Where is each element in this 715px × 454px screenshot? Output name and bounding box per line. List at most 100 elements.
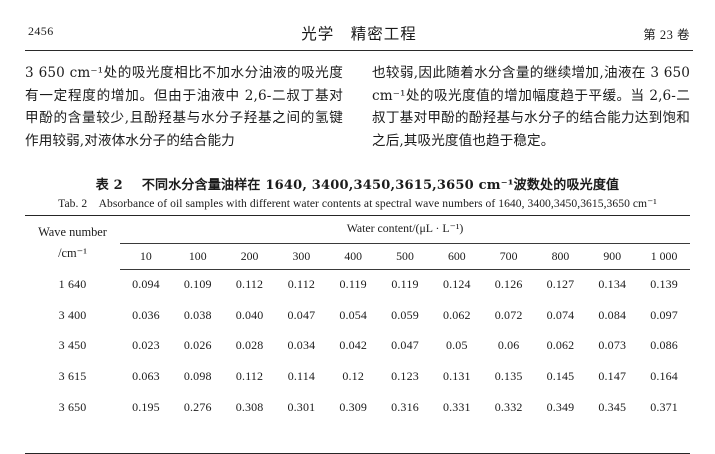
cell-value: 0.040 — [235, 307, 264, 322]
cell-value: 0.309 — [339, 400, 368, 415]
cell-value: 0.276 — [183, 400, 212, 415]
cell-value: 0.119 — [339, 277, 367, 292]
cell-value: 0.05 — [446, 338, 468, 353]
column-header-500: 500 — [379, 243, 431, 270]
column-header-800: 800 — [534, 243, 587, 270]
cell-value: 0.316 — [391, 400, 419, 415]
page-number: 2456 — [28, 24, 54, 38]
cell-value: 0.026 — [183, 338, 212, 353]
table-caption-en-text: Absorbance of oil samples with different… — [98, 197, 657, 210]
column-header-700: 700 — [482, 243, 535, 270]
cell-value: 0.127 — [546, 277, 575, 292]
cell-value: 0.073 — [598, 338, 627, 353]
cell-value: 0.12 — [342, 369, 364, 384]
column-header-900: 900 — [586, 243, 639, 270]
table-header-values-row: 10 100 200 300 400 500 600 700 800 900 1… — [25, 243, 690, 270]
table-body: 1 640 0.094 0.109 0.112 0.112 0.119 0.11… — [25, 269, 690, 454]
cell-value: 0.126 — [494, 277, 523, 292]
paragraph-right: 也较弱,因此随着水分含量的继续增加,油液在 3 650 cm⁻¹处的吸光度值的增… — [372, 65, 690, 149]
column-header-300: 300 — [275, 243, 328, 270]
cell-wave-number: 3 400 — [58, 307, 87, 322]
cell-value: 0.145 — [546, 369, 575, 384]
table-row: 1 640 0.094 0.109 0.112 0.112 0.119 0.11… — [25, 269, 690, 300]
cell-value: 0.034 — [287, 338, 316, 353]
cell-value: 0.038 — [183, 307, 212, 322]
column-header-wave-number: Wave number /cm⁻¹ — [25, 216, 120, 269]
cell-value: 0.086 — [650, 338, 678, 353]
column-header-1000: 1 000 — [638, 243, 690, 270]
cell-value: 0.134 — [598, 277, 627, 292]
journal-title: 光学 精密工程 — [301, 25, 417, 43]
cell-value: 0.062 — [546, 338, 575, 353]
table-caption-cn-label: 表 2 — [95, 178, 123, 193]
running-head: 2456 光学 精密工程 第 23 卷 — [28, 22, 690, 44]
table-caption-cn-text: 不同水分含量油样在 1640, 3400,3450,3615,3650 cm⁻¹… — [141, 178, 620, 193]
cell-value: 0.054 — [339, 307, 368, 322]
cell-value: 0.139 — [650, 277, 678, 292]
cell-value: 0.059 — [391, 307, 419, 322]
table-row: 3 400 0.036 0.038 0.040 0.047 0.054 0.05… — [25, 300, 690, 331]
cell-value: 0.112 — [235, 369, 264, 384]
volume-label: 第 23 卷 — [643, 28, 690, 42]
cell-value: 0.072 — [494, 307, 523, 322]
cell-value: 0.112 — [287, 277, 316, 292]
column-header-100: 100 — [171, 243, 224, 270]
table-row: 3 650 0.195 0.276 0.308 0.301 0.309 0.31… — [25, 392, 690, 423]
cell-value: 0.023 — [132, 338, 160, 353]
cell-value: 0.063 — [132, 369, 160, 384]
cell-value: 0.06 — [497, 338, 520, 353]
column-header-600: 600 — [430, 243, 483, 270]
cell-value: 0.047 — [287, 307, 316, 322]
cell-wave-number: 3 450 — [58, 338, 87, 353]
table-row: 3 450 0.023 0.026 0.028 0.034 0.042 0.04… — [25, 331, 690, 362]
table-caption-en-label: Tab. 2 — [58, 197, 88, 210]
cell-value: 0.047 — [391, 338, 419, 353]
table-caption-cn: 表 2 不同水分含量油样在 1640, 3400,3450,3615,3650 … — [25, 174, 690, 193]
cell-value: 0.301 — [287, 400, 316, 415]
absorbance-table: Wave number /cm⁻¹ Water content/(μL · L⁻… — [25, 215, 690, 454]
cell-wave-number: 1 640 — [58, 276, 87, 291]
cell-value: 0.094 — [132, 277, 160, 292]
column-header-400: 400 — [327, 243, 380, 270]
table-block: 表 2 不同水分含量油样在 1640, 3400,3450,3615,3650 … — [25, 174, 690, 454]
wave-number-label-line2: /cm⁻¹ — [58, 245, 87, 260]
cell-value: 0.349 — [546, 400, 575, 415]
cell-value: 0.036 — [132, 307, 160, 322]
wave-number-label-line1: Wave number — [38, 224, 107, 239]
cell-value: 0.195 — [132, 400, 160, 415]
column-header-10: 10 — [120, 243, 172, 270]
table-caption-en: Tab. 2 Absorbance of oil samples with di… — [25, 196, 690, 210]
table-top-rule — [25, 215, 690, 216]
cell-value: 0.124 — [442, 277, 471, 292]
cell-value: 0.135 — [494, 369, 523, 384]
cell-value: 0.084 — [598, 307, 627, 322]
cell-value: 0.345 — [598, 400, 627, 415]
cell-wave-number: 3 615 — [58, 369, 87, 384]
cell-value: 0.371 — [650, 400, 678, 415]
column-header-water-content: Water content/(μL · L⁻¹) — [120, 216, 690, 244]
cell-value: 0.109 — [183, 277, 212, 292]
table-bottom-rule — [25, 422, 690, 454]
cell-value: 0.098 — [183, 369, 212, 384]
cell-value: 0.114 — [287, 369, 316, 384]
cell-value: 0.062 — [442, 307, 471, 322]
cell-value: 0.112 — [235, 277, 264, 292]
paragraph-left: 3 650 cm⁻¹处的吸光度相比不加水分油液的吸光度有一定程度的增加。但由于油… — [25, 65, 343, 149]
column-header-200: 200 — [223, 243, 276, 270]
body-column-left: 3 650 cm⁻¹处的吸光度相比不加水分油液的吸光度有一定程度的增加。但由于油… — [25, 62, 343, 152]
table-header-spanner-row: Wave number /cm⁻¹ Water content/(μL · L⁻… — [25, 216, 690, 260]
cell-value: 0.164 — [650, 369, 678, 384]
cell-value: 0.331 — [442, 400, 471, 415]
cell-value: 0.308 — [235, 400, 264, 415]
cell-value: 0.028 — [235, 338, 264, 353]
cell-value: 0.147 — [598, 369, 627, 384]
cell-value: 0.332 — [494, 400, 523, 415]
cell-value: 0.119 — [391, 277, 419, 292]
cell-value: 0.074 — [546, 307, 575, 322]
header-divider — [25, 50, 693, 51]
table-row: 3 615 0.063 0.098 0.112 0.114 0.12 0.123… — [25, 361, 690, 392]
cell-value: 0.123 — [391, 369, 419, 384]
cell-value: 0.131 — [442, 369, 471, 384]
cell-value: 0.097 — [650, 307, 678, 322]
body-column-right: 也较弱,因此随着水分含量的继续增加,油液在 3 650 cm⁻¹处的吸光度值的增… — [372, 62, 690, 152]
